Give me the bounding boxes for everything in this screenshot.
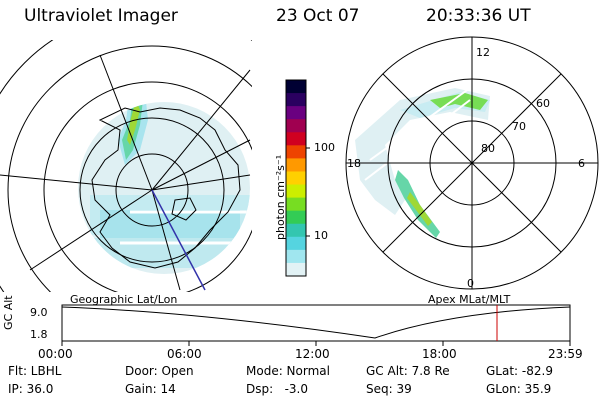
colorbar-cell xyxy=(286,223,306,238)
mlt-label-0: 0 xyxy=(467,277,474,290)
mlt-meridians xyxy=(346,37,598,289)
orbit-xtick-1200: 12:00 xyxy=(295,347,330,361)
mlat-label-80: 80 xyxy=(481,142,495,155)
mlat-label-70: 70 xyxy=(512,120,526,133)
colorbar-cell xyxy=(286,262,306,277)
status-dsp: Dsp: -3.0 xyxy=(246,382,309,396)
orbit-xtick-0000: 00:00 xyxy=(38,347,73,361)
observation-date: 23 Oct 07 xyxy=(276,6,360,26)
orbit-xtick-0600: 06:00 xyxy=(167,347,202,361)
orbit-xtick-2359: 23:59 xyxy=(548,347,583,361)
status-mode: Mode: Normal xyxy=(246,364,330,378)
left-meridians xyxy=(0,54,251,291)
mlat-label-60: 60 xyxy=(536,97,550,110)
coastline xyxy=(91,107,241,269)
altitude-curve xyxy=(61,306,571,339)
colorbar-cell xyxy=(286,184,306,199)
colorbar-cell xyxy=(286,93,306,107)
status-filter: Flt: LBHL xyxy=(8,364,62,378)
colorbar-cell xyxy=(286,145,306,159)
left-map-caption: Geographic Lat/Lon xyxy=(70,293,178,306)
colorbar-cell xyxy=(286,119,306,133)
status-door: Door: Open xyxy=(125,364,194,378)
instrument-title: Ultraviolet Imager xyxy=(24,6,178,26)
status-seq: Seq: 39 xyxy=(366,382,412,396)
colorbar-cell xyxy=(286,210,306,225)
colorbar-cell xyxy=(286,171,306,186)
colorbar-tick-10: 10 xyxy=(314,229,328,242)
orbit-track xyxy=(151,189,206,291)
mlt-label-18: 18 xyxy=(347,157,361,170)
colorbar-cell xyxy=(286,197,306,212)
status-glat: GLat: -82.9 xyxy=(486,364,553,378)
orbit-ytick-1-8: 1.8 xyxy=(30,328,48,341)
status-gain: Gain: 14 xyxy=(125,382,176,396)
status-ip: IP: 36.0 xyxy=(8,382,54,396)
orbit-xtick-1800: 18:00 xyxy=(422,347,457,361)
orbit-ylabel: GC Alt xyxy=(2,295,15,330)
status-gc-alt: GC Alt: 7.8 Re xyxy=(366,364,450,378)
orbit-ytick-9: 9.0 xyxy=(30,306,48,319)
colorbar-cell xyxy=(286,236,306,251)
mlt-label-12: 12 xyxy=(476,46,490,59)
left-latitude-circles xyxy=(0,40,252,292)
status-glon: GLon: 35.9 xyxy=(486,382,552,396)
colorbar-cell xyxy=(286,80,306,94)
right-plot-caption: Apex MLat/MLT xyxy=(428,293,511,306)
observation-time: 20:33:36 UT xyxy=(426,6,531,26)
right-uv-image xyxy=(355,87,490,238)
mlt-label-6: 6 xyxy=(578,157,585,170)
colorbar-cell xyxy=(286,249,306,264)
colorbar-cell xyxy=(286,106,306,120)
colorbar-cell xyxy=(286,132,306,146)
colorbar-cell xyxy=(286,158,306,172)
colorbar-tick-100: 100 xyxy=(314,141,335,154)
